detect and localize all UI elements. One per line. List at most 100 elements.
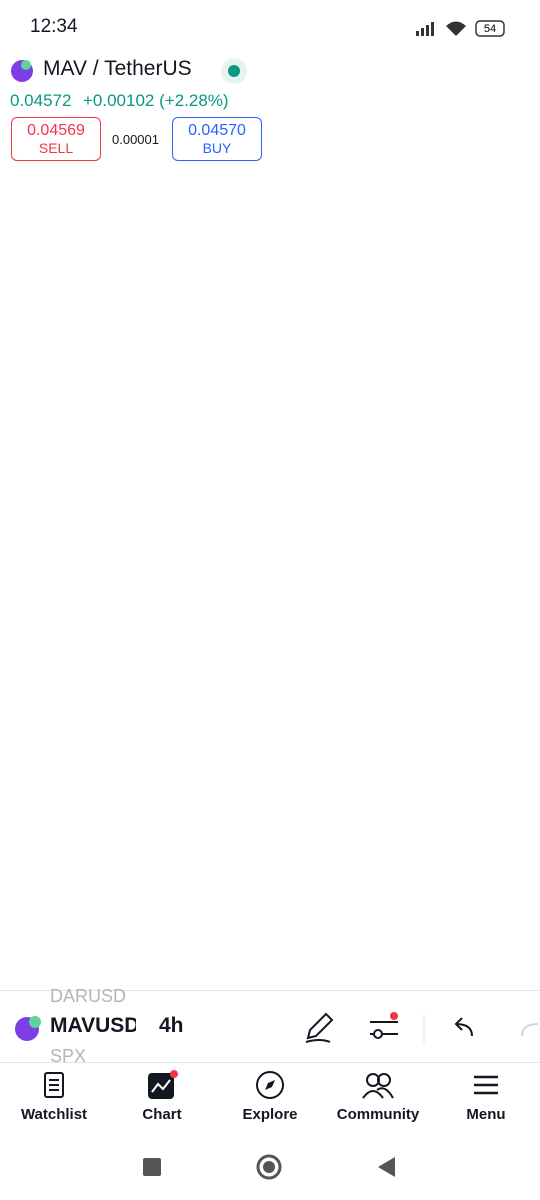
battery-level: 54 <box>484 23 496 35</box>
y-tick-label: 0.05500 <box>459 629 517 646</box>
sell-button[interactable]: 0.04569 SELL <box>11 117 101 161</box>
toolbar-symbol[interactable]: MAVUSD <box>50 1014 136 1037</box>
sell-label: SELL <box>38 140 74 156</box>
indicators[interactable] <box>370 1012 398 1039</box>
candle-body <box>182 725 188 733</box>
y-tick-label: 0.07000 <box>459 446 517 463</box>
y-tick-label: 0.04000 <box>459 812 517 829</box>
status-icons: 54 <box>416 20 505 37</box>
loss-zone <box>353 754 446 796</box>
price-label: 0.04572 <box>459 742 517 759</box>
buy-price: 0.04570 <box>188 122 246 139</box>
candle-body <box>134 686 141 699</box>
candle-body <box>158 701 165 721</box>
nav-explore[interactable]: Explore <box>220 1070 320 1123</box>
candle-body <box>71 701 78 717</box>
candle-body <box>300 761 306 770</box>
candle-body <box>56 635 62 665</box>
candle-body <box>9 732 15 740</box>
nav-label: Community <box>336 1106 420 1123</box>
candle-body <box>166 720 172 740</box>
y-tick-label: 0.03500 <box>459 872 517 889</box>
home-button[interactable] <box>256 1154 282 1180</box>
candle-body <box>174 732 180 740</box>
price-label-bg <box>448 784 526 807</box>
y-tick-label: 0.08500 <box>459 264 517 281</box>
candle-body <box>355 750 361 756</box>
system-nav <box>143 1154 395 1180</box>
nav-community[interactable]: Community <box>328 1070 428 1123</box>
y-tick-label: 0.03000 <box>459 933 517 950</box>
symbol-title[interactable]: MAV / TetherUS <box>43 57 192 80</box>
y-tick-label: 0.05000 <box>459 690 517 707</box>
candle-body <box>127 676 133 699</box>
settings-icon[interactable] <box>484 962 504 982</box>
candle-body <box>79 704 86 717</box>
x-tick-label: Aug <box>156 963 184 980</box>
y-tick-label: 0.06500 <box>459 507 517 524</box>
buy-label: BUY <box>202 140 232 156</box>
candle-body <box>347 749 353 756</box>
toolbar-coin <box>15 1016 41 1041</box>
y-tick-label: 0.08000 <box>459 325 517 342</box>
y-tick-label: 0.06000 <box>459 568 517 585</box>
spread: 0.00001 <box>112 132 159 147</box>
nav-menu[interactable]: Menu <box>436 1070 536 1123</box>
interval[interactable]: 4h <box>159 1014 184 1037</box>
candle-body <box>1 739 7 744</box>
candle-body <box>221 756 227 767</box>
candle-body <box>24 692 31 711</box>
candle-body <box>237 753 243 755</box>
candle-body <box>48 601 54 636</box>
candle-body <box>119 676 125 709</box>
candle-body <box>268 732 275 743</box>
sell-price: 0.04569 <box>27 122 85 139</box>
logo: TV <box>18 907 52 937</box>
x-tick-label: 4 <box>257 963 266 980</box>
candle-body <box>64 664 70 702</box>
price-label: 0.07356 <box>459 403 517 420</box>
candle-body <box>87 704 94 729</box>
candle-body <box>205 761 212 775</box>
candle-body <box>245 749 251 755</box>
buy-button[interactable]: 0.04570 BUY <box>172 117 262 161</box>
undo[interactable] <box>454 1017 473 1037</box>
toolbar-icons <box>305 1012 539 1044</box>
candle-body <box>95 701 102 729</box>
price-change: +0.00102 (+2.28%) <box>83 91 229 110</box>
x-tick-label: 7 <box>349 963 358 980</box>
candle-body <box>150 680 157 702</box>
candle-body <box>331 753 338 757</box>
profit-zone <box>353 411 446 755</box>
trendline <box>37 621 447 797</box>
divider <box>0 1062 540 1063</box>
candle-body <box>292 765 298 770</box>
countdown: 25:24 <box>459 764 499 781</box>
candle-body <box>197 739 204 762</box>
nav-watchlist[interactable]: Watchlist <box>4 1070 104 1123</box>
nav-label: Menu <box>466 1106 506 1123</box>
last-price: 0.04572 <box>10 91 72 110</box>
back-button[interactable] <box>378 1157 395 1177</box>
candle-body <box>229 753 235 757</box>
y-tick-label: 0.10000 <box>459 81 517 98</box>
candle-body <box>307 761 314 777</box>
candle-body <box>189 725 196 740</box>
price-label: 0.04540 <box>459 787 517 804</box>
nav-label: Explore <box>242 1106 298 1123</box>
candle-body <box>103 680 109 702</box>
draw-tool[interactable] <box>305 1012 334 1043</box>
nav-label: Chart <box>142 1106 182 1123</box>
candle-body <box>111 680 117 709</box>
recents-button[interactable] <box>143 1158 161 1176</box>
redo[interactable] <box>521 1023 539 1037</box>
candle-body <box>213 766 220 775</box>
price-label: 0.04207 <box>459 810 517 827</box>
divider <box>0 990 540 991</box>
status-time: 12:34 <box>30 16 78 37</box>
nav-chart[interactable]: Chart <box>112 1070 212 1123</box>
candle-body <box>252 744 259 750</box>
candle-body <box>284 737 290 766</box>
candle-body <box>339 749 345 757</box>
